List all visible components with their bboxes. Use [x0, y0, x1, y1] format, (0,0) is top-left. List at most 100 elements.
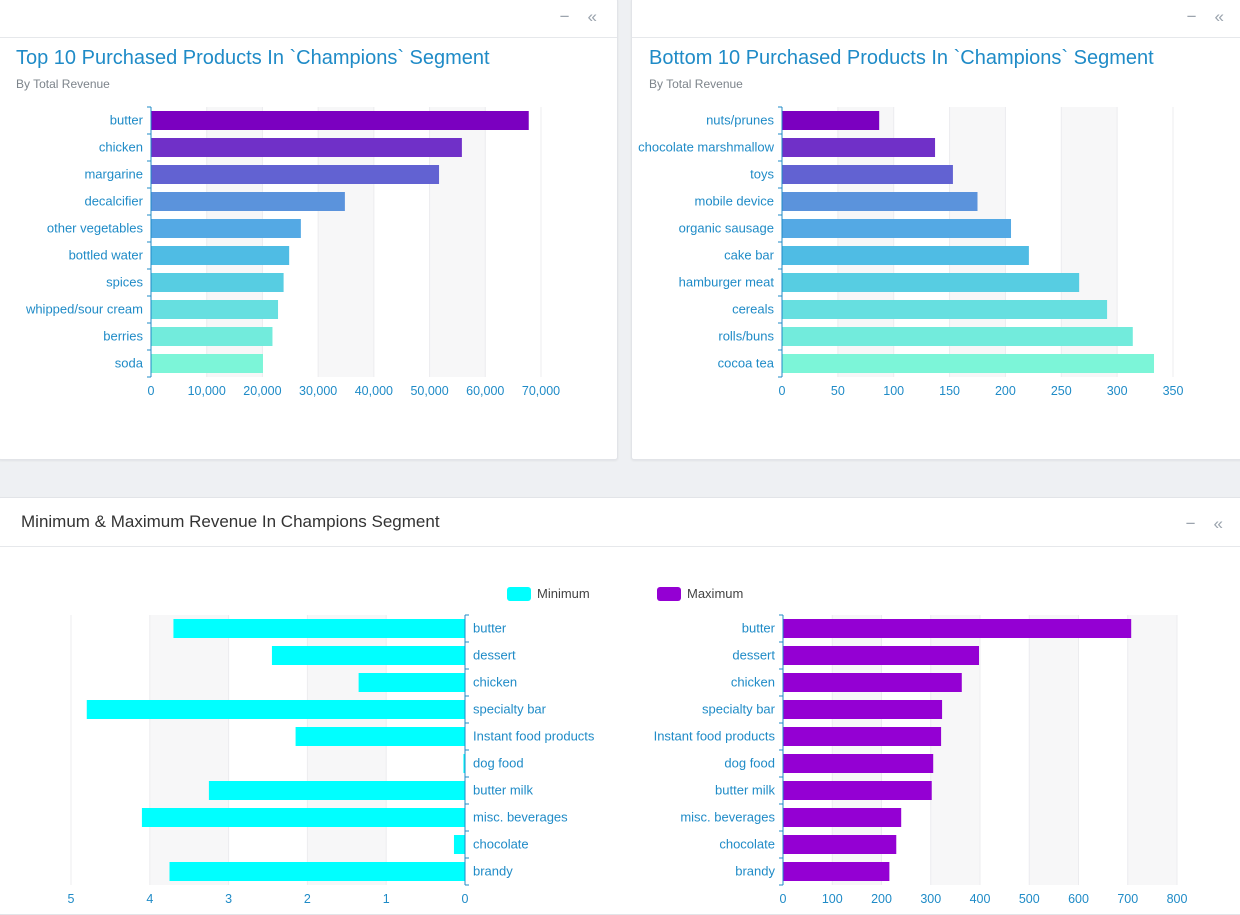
- legend-minimum[interactable]: Minimum: [507, 586, 590, 601]
- category-label: butter: [742, 621, 776, 636]
- x-tick-label: 0: [148, 384, 155, 398]
- category-label: cake bar: [724, 248, 775, 263]
- chart-subtitle: By Total Revenue: [16, 77, 110, 91]
- bar: [782, 192, 978, 211]
- x-tick-label: 300: [920, 892, 941, 906]
- grid-band: [149, 615, 229, 885]
- minimize-icon[interactable]: −: [559, 7, 570, 26]
- bar: [151, 138, 462, 157]
- chart-title: Bottom 10 Purchased Products In `Champio…: [649, 47, 1154, 69]
- category-label: chicken: [99, 140, 143, 155]
- category-label: spices: [106, 275, 143, 290]
- bar: [783, 619, 1132, 638]
- x-tick-label: 20,000: [243, 384, 281, 398]
- x-tick-label: 800: [1167, 892, 1188, 906]
- collapse-icon[interactable]: «: [1214, 7, 1224, 26]
- panel-title: Minimum & Maximum Revenue In Champions S…: [21, 512, 440, 531]
- bar: [783, 754, 934, 773]
- bar: [358, 673, 465, 692]
- category-label: berries: [103, 329, 143, 344]
- x-tick-label: 150: [939, 384, 960, 398]
- bar: [782, 246, 1029, 265]
- legend-swatch-minimum: [507, 586, 531, 601]
- bar: [169, 862, 465, 881]
- category-label: misc. beverages: [680, 810, 775, 825]
- bar: [151, 354, 263, 373]
- bar: [151, 165, 440, 184]
- x-tick-label: 400: [970, 892, 991, 906]
- chart-subtitle: By Total Revenue: [649, 77, 743, 91]
- bar: [782, 273, 1080, 292]
- x-tick-label: 300: [1107, 384, 1128, 398]
- bar: [782, 300, 1108, 319]
- bar: [783, 808, 902, 827]
- bar: [782, 165, 953, 184]
- min-max-revenue-panel: Minimum & Maximum Revenue In Champions S…: [0, 497, 1240, 915]
- x-tick-label: 0: [780, 892, 787, 906]
- category-label: whipped/sour cream: [25, 302, 143, 317]
- bar: [151, 192, 345, 211]
- collapse-icon[interactable]: «: [1213, 514, 1223, 533]
- grid-band: [1029, 615, 1079, 885]
- bar: [782, 138, 936, 157]
- category-label: butter milk: [715, 783, 775, 798]
- x-tick-label: 3: [225, 892, 232, 906]
- bottom-products-panel: − « Bottom 10 Purchased Products In `Cha…: [631, 0, 1240, 460]
- x-tick-label: 60,000: [466, 384, 504, 398]
- x-tick-label: 70,000: [522, 384, 560, 398]
- category-label: bottled water: [69, 248, 144, 263]
- category-label: dog food: [473, 756, 524, 771]
- panel-toolbar: − «: [0, 0, 617, 38]
- category-label: dessert: [473, 648, 516, 663]
- category-label: decalcifier: [84, 194, 143, 209]
- bar: [151, 111, 529, 130]
- category-label: rolls/buns: [718, 329, 774, 344]
- bar: [295, 727, 465, 746]
- legend-maximum[interactable]: Maximum: [657, 586, 743, 601]
- category-label: misc. beverages: [473, 810, 568, 825]
- category-label: specialty bar: [473, 702, 547, 717]
- minimize-icon[interactable]: −: [1185, 514, 1196, 533]
- legend-label: Maximum: [687, 586, 744, 601]
- bar: [151, 327, 273, 346]
- category-label: dog food: [724, 756, 775, 771]
- collapse-icon[interactable]: «: [587, 7, 597, 26]
- bar: [783, 781, 932, 800]
- bar: [783, 727, 942, 746]
- minimize-icon[interactable]: −: [1186, 7, 1197, 26]
- top-products-panel: − « Top 10 Purchased Products In `Champi…: [0, 0, 618, 460]
- panel-toolbar: − «: [632, 0, 1240, 38]
- bar: [782, 354, 1155, 373]
- bar: [271, 646, 465, 665]
- category-label: organic sausage: [679, 221, 774, 236]
- bar: [173, 619, 465, 638]
- x-tick-label: 600: [1068, 892, 1089, 906]
- minimum-revenue-chart: butter dessert chicken specialty bar Instant…: [68, 614, 1188, 906]
- legend-label: Minimum: [537, 586, 590, 601]
- x-tick-label: 2: [304, 892, 311, 906]
- grid-band: [1127, 615, 1177, 885]
- bar: [151, 300, 279, 319]
- x-tick-label: 5: [68, 892, 75, 906]
- x-tick-label: 40,000: [355, 384, 393, 398]
- category-label: dessert: [732, 648, 775, 663]
- top-products-chart: butter chicken margarine decalcifier other v…: [25, 106, 560, 398]
- x-tick-label: 350: [1163, 384, 1184, 398]
- bar: [783, 835, 897, 854]
- bar: [782, 219, 1012, 238]
- x-tick-label: 50,000: [410, 384, 448, 398]
- x-tick-label: 0: [462, 892, 469, 906]
- bottom-products-chart: nuts/prunes chocolate marshmallow toys mobi…: [638, 106, 1184, 398]
- category-label: chocolate: [473, 837, 529, 852]
- x-tick-label: 100: [822, 892, 843, 906]
- bar: [208, 781, 465, 800]
- chart-title: Top 10 Purchased Products In `Champions`…: [16, 47, 490, 69]
- category-label: chicken: [731, 675, 775, 690]
- bar: [151, 219, 301, 238]
- category-label: margarine: [84, 167, 143, 182]
- category-label: cereals: [732, 302, 774, 317]
- bar: [783, 646, 980, 665]
- category-label: chocolate marshmallow: [638, 140, 774, 155]
- bar: [453, 835, 465, 854]
- panel-header: Minimum & Maximum Revenue In Champions S…: [0, 498, 1240, 547]
